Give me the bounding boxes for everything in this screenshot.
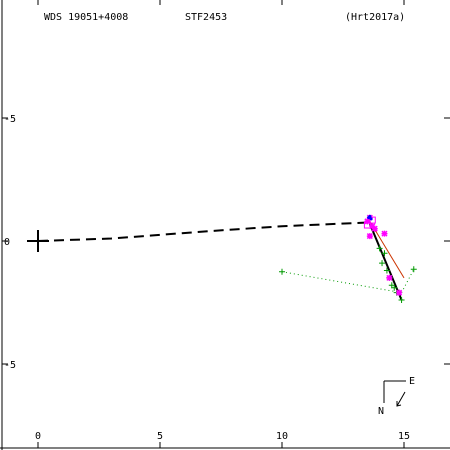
y-tick-label: -5 <box>4 360 16 371</box>
plus-marker <box>391 284 398 291</box>
plus-marker <box>410 266 417 273</box>
asterisk-marker <box>371 225 378 232</box>
asterisk-marker <box>386 274 393 281</box>
dot-marker <box>369 217 373 221</box>
residual-line <box>281 271 402 294</box>
plus-marker <box>379 260 386 267</box>
reference-code: (Hrt2017a) <box>345 12 405 23</box>
compass-east-label: E <box>409 376 415 387</box>
data-markers <box>27 214 417 304</box>
wds-id: WDS 19051+4008 <box>44 12 128 23</box>
asterisk-marker <box>396 289 403 296</box>
asterisk-marker <box>366 233 373 240</box>
dot-marker <box>368 214 372 218</box>
path-to-primary <box>37 221 368 242</box>
motion-arrow-head <box>396 401 402 407</box>
orbit-segment <box>369 221 405 279</box>
square-marker <box>368 216 376 224</box>
x-tick-label: 5 <box>157 431 163 442</box>
plus-marker <box>279 268 285 275</box>
motion-arrow-shaft <box>396 391 406 407</box>
plus-marker <box>381 250 388 257</box>
compass: E N <box>378 376 415 417</box>
x-tick-label: 0 <box>35 431 41 442</box>
plus-marker <box>398 297 405 304</box>
y-tick-label: -5 <box>4 114 16 125</box>
compass-north-label: N <box>378 406 384 417</box>
asterisk-marker <box>381 230 388 237</box>
x-tick-label: 15 <box>398 431 410 442</box>
x-tick-label: 10 <box>276 431 288 442</box>
discoverer-code: STF2453 <box>185 12 227 23</box>
y-tick-label: 0 <box>4 237 10 248</box>
asterisk-marker <box>364 218 371 225</box>
plus-marker <box>383 267 390 274</box>
residual-line <box>401 269 415 293</box>
square-marker <box>363 221 371 229</box>
plus-marker <box>376 245 383 252</box>
